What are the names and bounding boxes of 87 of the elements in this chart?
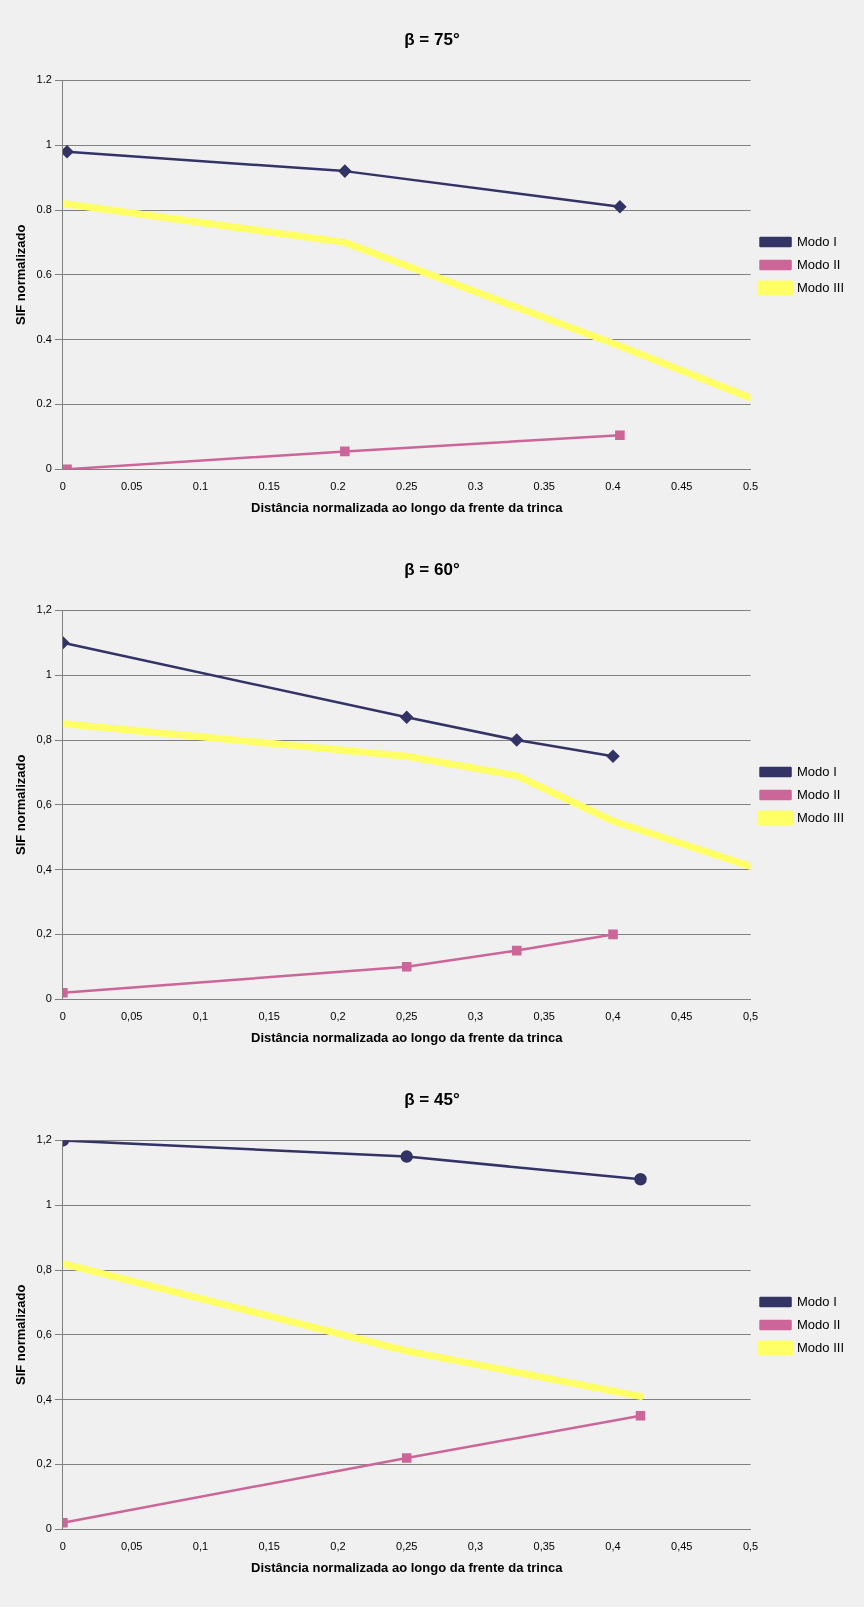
- y-tick-label: 0.4: [36, 332, 52, 345]
- x-tick-label: 0.15: [258, 479, 280, 492]
- y-tick-label: 0,8: [36, 733, 52, 746]
- y-tick-label: 1: [45, 1198, 52, 1211]
- y-tick-label: 0,2: [36, 927, 52, 940]
- x-tick-label: 0.45: [671, 479, 693, 492]
- y-tick-label: 0,6: [36, 797, 52, 810]
- legend-label: Modo II: [797, 786, 841, 802]
- x-tick-label: 0,3: [467, 1009, 484, 1022]
- y-tick-label: 0: [45, 1522, 52, 1535]
- point: [613, 200, 627, 214]
- x-tick-label: 0,5: [742, 1539, 759, 1552]
- x-tick-label: 0.5: [742, 479, 759, 492]
- x-tick-label: 0.4: [605, 479, 621, 492]
- x-tick-label: 0.25: [396, 479, 418, 492]
- x-tick-label: 0,4: [605, 1009, 621, 1022]
- point: [608, 929, 618, 940]
- y-tick-label: 0,8: [36, 1263, 52, 1276]
- legend-label: Modo I: [797, 1293, 837, 1309]
- x-tick-label: 0,1: [192, 1009, 209, 1022]
- x-axis-title: Distância normalizada ao longo da frente da trinca: [251, 1559, 564, 1575]
- point: [635, 1411, 646, 1421]
- point: [606, 749, 620, 763]
- legend-label: Modo II: [797, 256, 841, 272]
- x-tick-label: 0,25: [396, 1009, 418, 1022]
- x-tick-label: 0,35: [533, 1539, 555, 1552]
- y-tick-label: 0.6: [36, 267, 52, 280]
- legend-label: Modo III: [797, 279, 844, 295]
- y-tick-label: 0,4: [36, 862, 52, 875]
- x-tick-label: 0,2: [330, 1009, 346, 1022]
- point: [510, 733, 523, 747]
- x-tick-label: 0.05: [120, 479, 143, 492]
- y-tick-label: 0,2: [36, 1457, 52, 1470]
- x-tick-label: 0,4: [605, 1539, 621, 1552]
- legend-label: Modo I: [797, 763, 837, 779]
- y-tick-label: 1: [45, 668, 52, 681]
- point: [511, 945, 522, 956]
- x-tick-label: 0,15: [258, 1009, 280, 1022]
- y-tick-label: 1.2: [36, 73, 52, 86]
- y-tick-label: 0: [45, 462, 52, 475]
- point: [340, 446, 350, 457]
- y-tick-label: 1: [45, 138, 52, 151]
- chart-title: β = 45°: [404, 1089, 460, 1109]
- x-tick-label: 0.1: [192, 479, 209, 492]
- x-axis-title: Distância normalizada ao longo da frente da trinca: [251, 499, 564, 515]
- point: [401, 962, 412, 972]
- x-tick-label: 0,25: [396, 1539, 418, 1552]
- x-tick-label: 0,1: [192, 1539, 209, 1552]
- y-tick-label: 0.2: [36, 397, 52, 410]
- y-axis-title: SIF normalizado: [13, 224, 29, 325]
- legend-label: Modo III: [797, 1339, 844, 1355]
- x-tick-label: 0.2: [330, 479, 346, 492]
- legend-label: Modo I: [797, 233, 837, 249]
- point: [400, 1150, 413, 1163]
- chart-title: β = 75°: [404, 29, 460, 49]
- x-tick-label: 0,05: [120, 1009, 143, 1022]
- chart-title: β = 60°: [404, 559, 460, 579]
- point: [62, 145, 74, 158]
- x-tick-label: 0,15: [258, 1539, 280, 1552]
- y-tick-label: 0,6: [36, 1327, 52, 1340]
- point: [615, 430, 625, 440]
- x-tick-label: 0,3: [467, 1539, 484, 1552]
- y-tick-label: 0: [45, 992, 52, 1005]
- x-axis-title: Distância normalizada ao longo da frente da trinca: [251, 1029, 564, 1045]
- x-tick-label: 0,5: [742, 1009, 759, 1022]
- x-tick-label: 0,45: [671, 1009, 693, 1022]
- y-tick-label: 0,4: [36, 1392, 52, 1405]
- point: [634, 1173, 647, 1186]
- point: [400, 711, 413, 724]
- legend-label: Modo III: [797, 809, 844, 825]
- y-axis-title: SIF normalizado: [13, 1284, 29, 1385]
- point: [401, 1453, 412, 1463]
- point: [338, 164, 352, 178]
- x-tick-label: 0: [59, 1009, 66, 1022]
- x-tick-label: 0.3: [467, 479, 484, 492]
- y-tick-label: 0.8: [36, 203, 52, 216]
- x-tick-label: 0,05: [120, 1539, 143, 1552]
- x-tick-label: 0,35: [533, 1009, 555, 1022]
- x-tick-label: 0,45: [671, 1539, 693, 1552]
- y-axis-title: SIF normalizado: [13, 754, 29, 855]
- x-tick-label: 0: [59, 1539, 66, 1552]
- x-tick-label: 0: [59, 479, 66, 492]
- y-tick-label: 1,2: [36, 603, 52, 616]
- x-tick-label: 0,2: [330, 1539, 346, 1552]
- y-tick-label: 1,2: [36, 1133, 52, 1146]
- legend-label: Modo II: [797, 1316, 841, 1332]
- x-tick-label: 0.35: [533, 479, 555, 492]
